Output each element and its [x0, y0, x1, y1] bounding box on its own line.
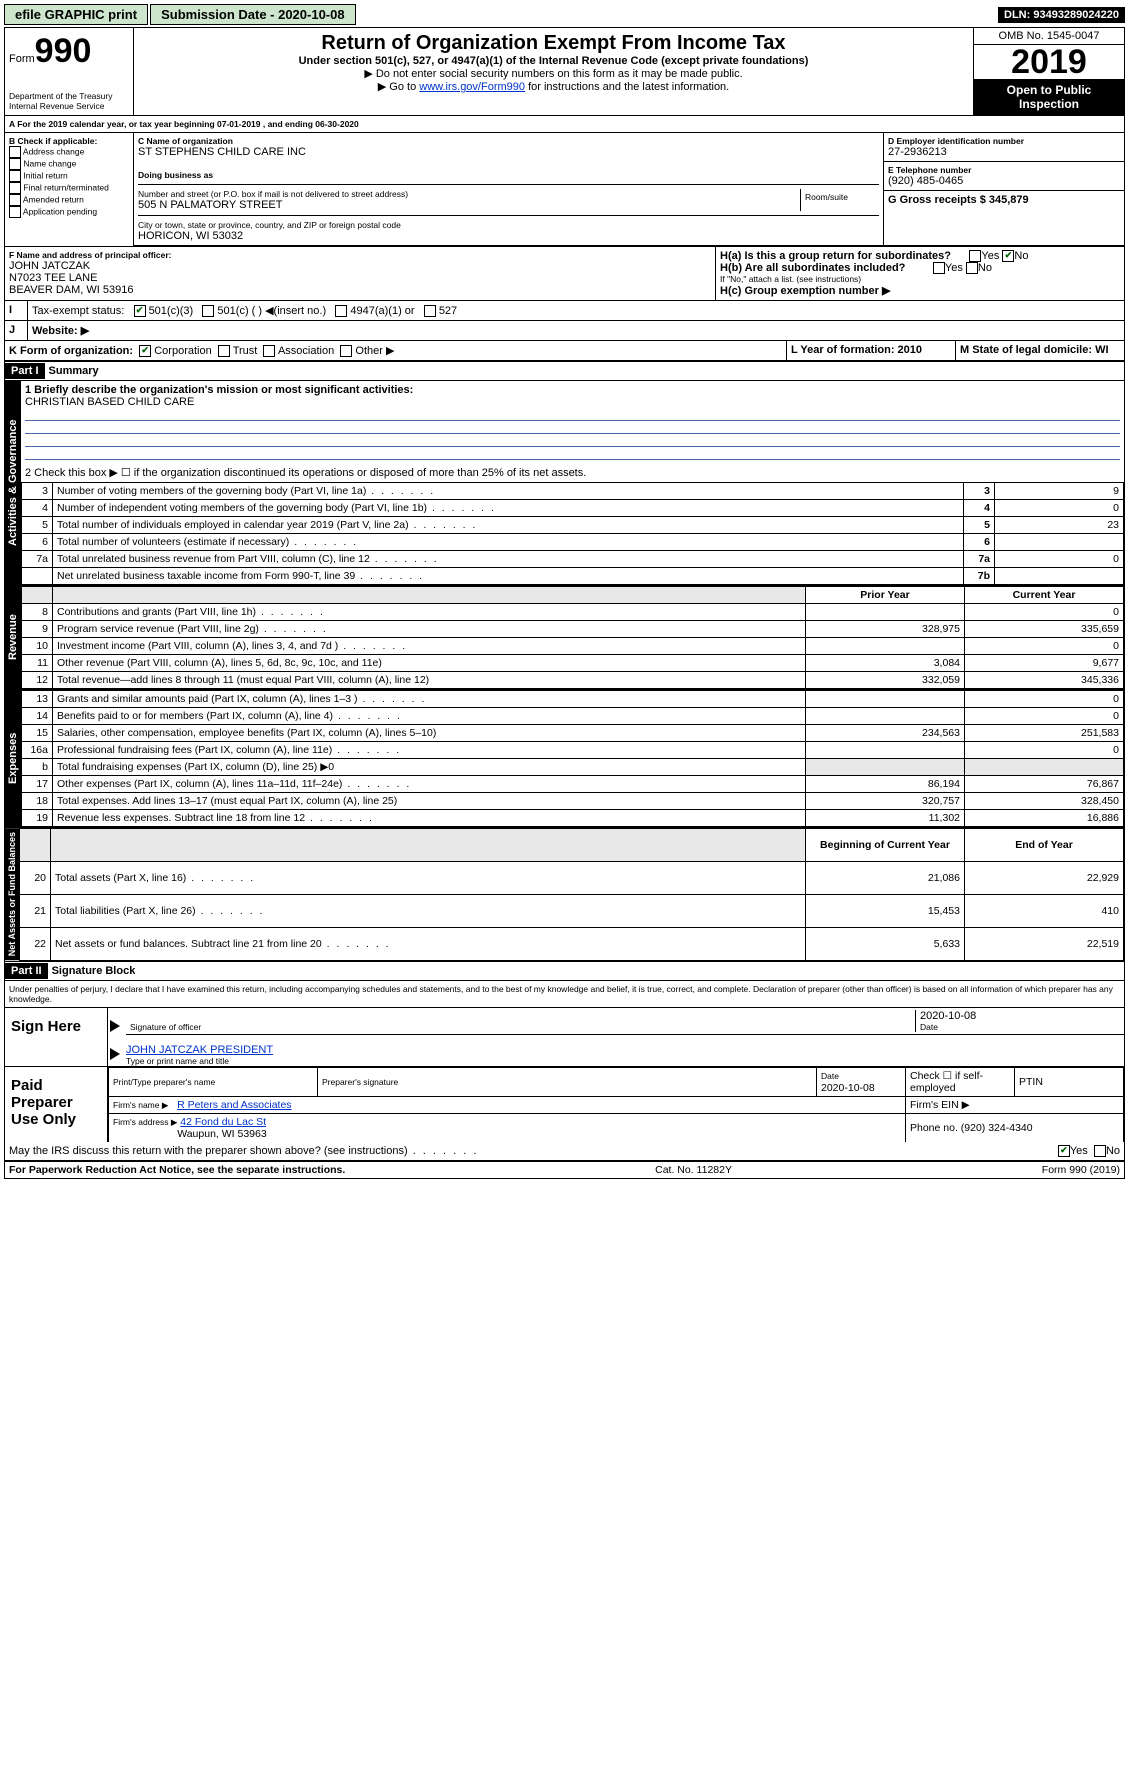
ein-label: D Employer identification number	[888, 136, 1120, 146]
mission-text: CHRISTIAN BASED CHILD CARE	[25, 396, 1120, 408]
h-c: H(c) Group exemption number ▶	[720, 284, 1120, 297]
phone-value: (920) 485-0465	[888, 175, 1120, 187]
dln-label: DLN: 93493289024220	[998, 7, 1125, 23]
h-b: H(b) Are all subordinates included? Yes …	[720, 262, 1120, 274]
tab-governance: Activities & Governance	[5, 381, 21, 585]
ein-value: 27-2936213	[888, 146, 1120, 158]
room-label: Room/suite	[800, 189, 879, 211]
form-subtitle-2: ▶ Do not enter social security numbers o…	[138, 67, 969, 80]
paid-preparer-section: Paid Preparer Use Only Print/Type prepar…	[5, 1066, 1124, 1142]
form-number: Form990	[9, 32, 129, 71]
governance-table: 3Number of voting members of the governi…	[21, 482, 1124, 585]
officer-name: JOHN JATCZAK	[9, 260, 711, 272]
type-name-label: Type or print name and title	[126, 1056, 1124, 1066]
line-a: A For the 2019 calendar year, or tax yea…	[5, 116, 1124, 133]
city-address: HORICON, WI 53032	[138, 230, 879, 242]
firm-addr-link[interactable]: 42 Fond du Lac St	[180, 1116, 266, 1128]
line-i: Tax-exempt status: 501(c)(3) 501(c) ( ) …	[28, 301, 1124, 320]
tax-year: 2019	[974, 45, 1124, 79]
gross-receipts: G Gross receipts $ 345,879	[888, 194, 1120, 206]
street-address: 505 N PALMATORY STREET	[138, 199, 800, 211]
perjury-declaration: Under penalties of perjury, I declare th…	[5, 981, 1124, 1007]
line-1-label: 1 Briefly describe the organization's mi…	[25, 384, 1120, 396]
efile-button[interactable]: efile GRAPHIC print	[4, 4, 148, 25]
top-toolbar: efile GRAPHIC print Submission Date - 20…	[4, 4, 1125, 25]
form-footer: For Paperwork Reduction Act Notice, see …	[5, 1162, 1124, 1178]
section-b: B Check if applicable: Address change Na…	[5, 133, 134, 246]
org-name-label: C Name of organization	[138, 136, 879, 146]
officer-name-title[interactable]: JOHN JATCZAK PRESIDENT	[126, 1044, 1124, 1056]
street-label: Number and street (or P.O. box if mail i…	[138, 189, 800, 199]
line-k: K Form of organization: Corporation Trus…	[5, 341, 787, 360]
h-a: H(a) Is this a group return for subordin…	[720, 250, 1120, 262]
firm-name-link[interactable]: R Peters and Associates	[177, 1099, 291, 1111]
date-label: Date	[920, 1022, 1120, 1032]
dba-label: Doing business as	[138, 170, 879, 185]
officer-addr1: N7023 TEE LANE	[9, 272, 711, 284]
arrow-icon	[110, 1048, 120, 1060]
line-m: M State of legal domicile: WI	[956, 341, 1124, 360]
officer-addr2: BEAVER DAM, WI 53916	[9, 284, 711, 296]
instructions-link[interactable]: www.irs.gov/Form990	[419, 81, 525, 93]
sig-date: 2020-10-08	[920, 1010, 1120, 1022]
form-header: Form990 Department of the Treasury Inter…	[5, 28, 1124, 116]
h-b-note: If "No," attach a list. (see instruction…	[720, 274, 1120, 284]
form-subtitle-1: Under section 501(c), 527, or 4947(a)(1)…	[138, 55, 969, 67]
revenue-table: Prior YearCurrent Year 8Contributions an…	[21, 586, 1124, 689]
part-2-header: Part II Signature Block	[5, 961, 1124, 981]
line-2: 2 Check this box ▶ ☐ if the organization…	[21, 463, 1124, 482]
discuss-answer: Yes No	[1054, 1142, 1124, 1160]
line-l: L Year of formation: 2010	[787, 341, 956, 360]
submission-date-button[interactable]: Submission Date - 2020-10-08	[150, 4, 356, 25]
sig-officer-label: Signature of officer	[130, 1022, 915, 1032]
city-label: City or town, state or province, country…	[138, 215, 879, 230]
net-assets-table: Beginning of Current YearEnd of Year 20T…	[19, 828, 1124, 960]
form-subtitle-3: ▶ Go to www.irs.gov/Form990 for instruct…	[138, 80, 969, 93]
tab-revenue: Revenue	[5, 586, 21, 689]
arrow-icon	[110, 1020, 120, 1032]
sign-here-section: Sign Here Signature of officer 2020-10-0…	[5, 1007, 1124, 1066]
open-inspection-badge: Open to Public Inspection	[974, 79, 1124, 115]
part-1-header: Part I Summary	[5, 361, 1124, 381]
form-container: Form990 Department of the Treasury Inter…	[4, 27, 1125, 1179]
org-name: ST STEPHENS CHILD CARE INC	[138, 146, 879, 158]
line-j-label: J	[5, 321, 28, 340]
form-title: Return of Organization Exempt From Incom…	[138, 32, 969, 55]
officer-label: F Name and address of principal officer:	[9, 250, 711, 260]
phone-label: E Telephone number	[888, 165, 1120, 175]
line-j: Website: ▶	[28, 321, 1124, 340]
expenses-table: 13Grants and similar amounts paid (Part …	[21, 690, 1124, 827]
tab-net-assets: Net Assets or Fund Balances	[5, 828, 19, 960]
discuss-question: May the IRS discuss this return with the…	[5, 1142, 1054, 1160]
dept-label: Department of the Treasury	[9, 91, 129, 101]
line-i-label: I	[5, 301, 28, 320]
irs-label: Internal Revenue Service	[9, 101, 129, 111]
tab-expenses: Expenses	[5, 690, 21, 827]
